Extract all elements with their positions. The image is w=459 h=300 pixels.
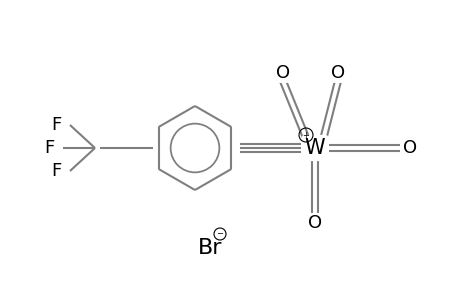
Text: F: F	[45, 139, 55, 157]
Text: +: +	[302, 130, 309, 140]
Text: F: F	[51, 162, 62, 180]
Text: W: W	[304, 138, 325, 158]
Text: F: F	[51, 116, 62, 134]
Text: Br: Br	[197, 238, 222, 258]
Text: O: O	[402, 139, 416, 157]
Text: O: O	[307, 214, 321, 232]
Text: O: O	[330, 64, 344, 82]
Text: −: −	[216, 230, 223, 238]
Text: O: O	[275, 64, 290, 82]
